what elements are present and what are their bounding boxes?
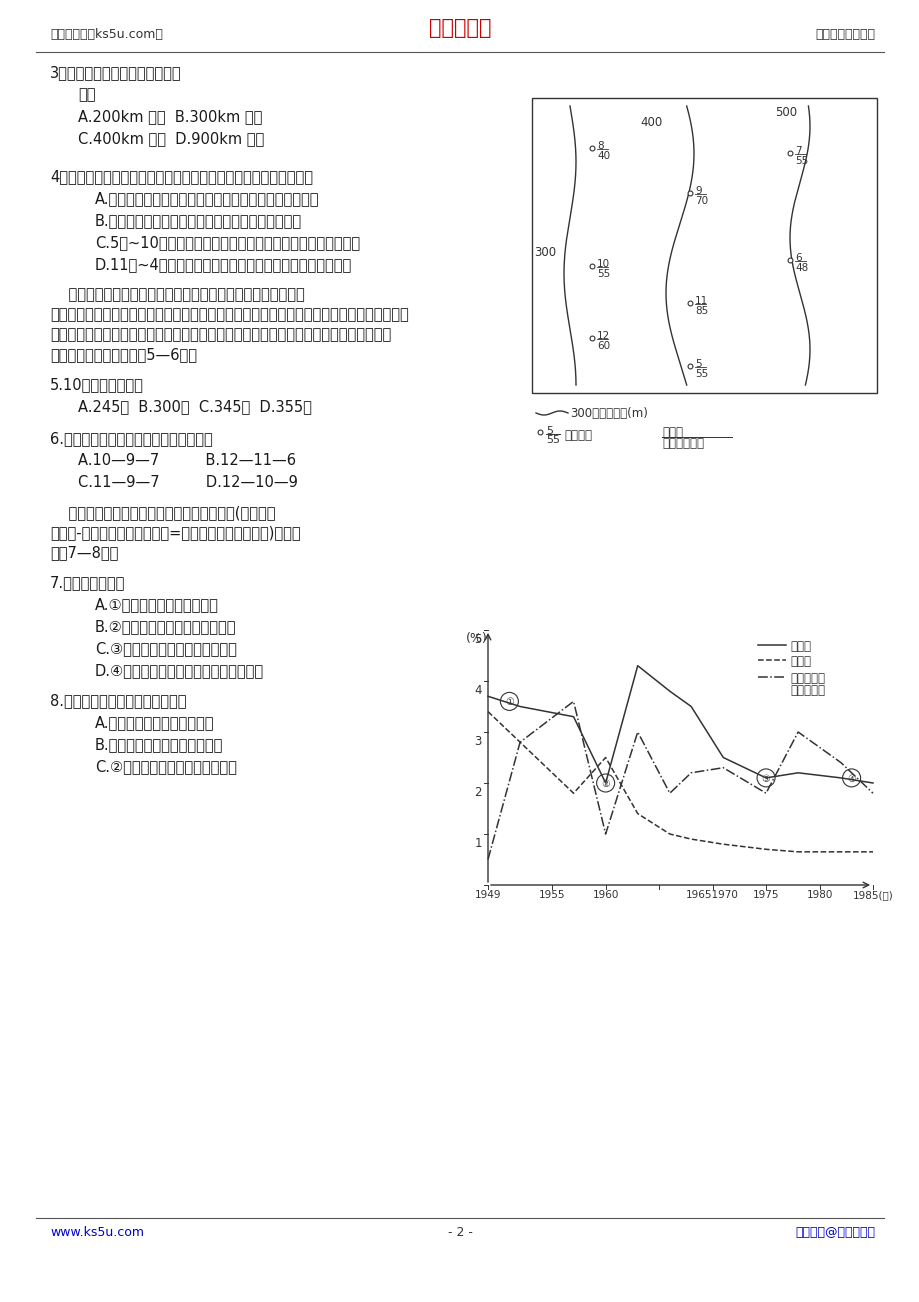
Text: 40: 40 bbox=[596, 151, 609, 161]
Text: 55: 55 bbox=[596, 270, 609, 279]
Text: 钻孔位置: 钻孔位置 bbox=[563, 428, 591, 441]
Text: ③: ③ bbox=[761, 773, 769, 784]
Text: 3．图中气温年较差最小处位于横: 3．图中气温年较差最小处位于横 bbox=[50, 65, 181, 79]
Text: 8: 8 bbox=[596, 141, 603, 151]
Text: B.西岸各月平均气温低于东岸主要是由于洋流的影响: B.西岸各月平均气温低于东岸主要是由于洋流的影响 bbox=[95, 214, 301, 228]
Text: 用等高线反映一特定岩层顶面起伏形态的构造图称为构造等高: 用等高线反映一特定岩层顶面起伏形态的构造图称为构造等高 bbox=[50, 286, 304, 302]
Text: A.西部自沿岸向内陆气温递减较快时由于大陆性明显增强: A.西部自沿岸向内陆气温递减较快时由于大陆性明显增强 bbox=[95, 191, 319, 206]
Text: 1975: 1975 bbox=[752, 891, 778, 900]
Text: ①: ① bbox=[505, 698, 513, 707]
Text: B.与城市化进程的速度呈正相关: B.与城市化进程的速度呈正相关 bbox=[95, 737, 223, 753]
Text: 85: 85 bbox=[694, 306, 708, 316]
Text: C.11—9—7          D.12—10—9: C.11—9—7 D.12—10—9 bbox=[78, 475, 298, 490]
Text: D.11月~4月西岸降水少于东岸，是由于西岸位于信风背风坡: D.11月~4月西岸降水少于东岸，是由于西岸位于信风背风坡 bbox=[95, 256, 352, 272]
Text: A.200km 附近  B.300km 附近: A.200km 附近 B.300km 附近 bbox=[78, 109, 262, 124]
Text: C.5月~10月东岸降水少于西岸，是由于东岸受副热带高压控制: C.5月~10月东岸降水少于西岸，是由于东岸受副热带高压控制 bbox=[95, 234, 359, 250]
Text: A.①时期人口自然增长率最低: A.①时期人口自然增长率最低 bbox=[95, 598, 219, 612]
Text: 4．该大陆在图示纬度带东、西两岸气温和降水特征及其主要成因是: 4．该大陆在图示纬度带东、西两岸气温和降水特征及其主要成因是 bbox=[50, 169, 312, 184]
Text: 1960: 1960 bbox=[592, 891, 618, 900]
Text: 6.该背斜构造脊线大致经过的孔的位置是: 6.该背斜构造脊线大致经过的孔的位置是 bbox=[50, 431, 212, 447]
Text: (%): (%) bbox=[466, 631, 487, 644]
Text: 高考资源网（ks5u.com）: 高考资源网（ks5u.com） bbox=[50, 29, 163, 40]
Text: 55: 55 bbox=[694, 368, 708, 379]
Text: A.10—9—7          B.12—11—6: A.10—9—7 B.12—11—6 bbox=[78, 453, 296, 467]
Text: 钻孔号: 钻孔号 bbox=[662, 426, 682, 439]
Text: 300地面等高线(m): 300地面等高线(m) bbox=[570, 408, 647, 421]
Text: C.400km 附近  D.900km 附近: C.400km 附近 D.900km 附近 bbox=[78, 132, 264, 146]
Text: 500: 500 bbox=[774, 105, 796, 118]
Text: 8.据此推断剩余社会劳动者增长率: 8.据此推断剩余社会劳动者增长率 bbox=[50, 693, 187, 708]
Text: 48: 48 bbox=[794, 263, 808, 273]
Text: www.ks5u.com: www.ks5u.com bbox=[50, 1226, 144, 1240]
Text: 7: 7 bbox=[794, 146, 800, 156]
Text: 12: 12 bbox=[596, 331, 609, 341]
Text: 版权所有@高考资源网: 版权所有@高考资源网 bbox=[794, 1226, 874, 1240]
Text: - 2 -: - 2 - bbox=[447, 1226, 472, 1240]
Text: C.②时期的变化是因国家政策调整: C.②时期的变化是因国家政策调整 bbox=[95, 759, 236, 773]
Text: 和一些层状矿床地勘探和开采中经常编绘的一重要图件。读某背斜构造岩层顶面标高（海: 和一些层状矿床地勘探和开采中经常编绘的一重要图件。读某背斜构造岩层顶面标高（海 bbox=[50, 327, 391, 342]
Text: 城镇社会劳: 城镇社会劳 bbox=[789, 672, 824, 685]
Text: 5.10孔的孔深可能是: 5.10孔的孔深可能是 bbox=[50, 378, 143, 392]
Text: 5: 5 bbox=[545, 426, 552, 436]
Text: 岩层顶面标高: 岩层顶面标高 bbox=[662, 437, 703, 450]
Text: 动者增长率: 动者增长率 bbox=[789, 684, 824, 697]
Text: 死亡率: 死亡率 bbox=[789, 655, 811, 668]
Text: 1: 1 bbox=[474, 837, 482, 850]
Text: 3: 3 bbox=[474, 736, 482, 749]
Text: 70: 70 bbox=[694, 197, 708, 206]
Text: 完成7—8题。: 完成7—8题。 bbox=[50, 546, 119, 560]
Text: ②: ② bbox=[601, 779, 609, 789]
Text: 下图表示我国上世纪后期中国人口变化情况(人口自然: 下图表示我国上世纪后期中国人口变化情况(人口自然 bbox=[50, 505, 275, 519]
Text: 拔高度）变化示意图完成5—6题。: 拔高度）变化示意图完成5—6题。 bbox=[50, 348, 197, 362]
Text: 11: 11 bbox=[694, 296, 708, 306]
Text: 线图。这种构造图定量地、醒目地反映了地下构造，特别是褶皱构造形态。这是油气田、煤田: 线图。这种构造图定量地、醒目地反映了地下构造，特别是褶皱构造形态。这是油气田、煤… bbox=[50, 307, 408, 322]
Text: 19651970: 19651970 bbox=[686, 891, 738, 900]
Text: 高考资源网: 高考资源网 bbox=[428, 18, 491, 38]
Text: C.③时期人口自然增长率增速最快: C.③时期人口自然增长率增速最快 bbox=[95, 641, 236, 656]
Text: 60: 60 bbox=[596, 341, 609, 352]
Bar bbox=[531, 98, 876, 393]
Text: 55: 55 bbox=[545, 435, 560, 445]
Text: 5: 5 bbox=[694, 359, 701, 368]
Text: B.②时期人口增长模式属于现代型: B.②时期人口增长模式属于现代型 bbox=[95, 618, 236, 634]
Text: 9: 9 bbox=[694, 186, 701, 197]
Text: 出生率: 出生率 bbox=[789, 641, 811, 654]
Text: 5: 5 bbox=[474, 633, 482, 646]
Text: 您身边的高考专家: 您身边的高考专家 bbox=[814, 29, 874, 40]
Text: 10: 10 bbox=[596, 259, 609, 270]
Text: 坐标: 坐标 bbox=[78, 87, 96, 102]
Text: 1949: 1949 bbox=[474, 891, 501, 900]
Text: D.④时期人口增长向低、低、低模式转变: D.④时期人口增长向低、低、低模式转变 bbox=[95, 663, 264, 678]
Text: 7.图中信息反映出: 7.图中信息反映出 bbox=[50, 575, 125, 590]
Text: 2: 2 bbox=[474, 786, 482, 799]
Text: 6: 6 bbox=[794, 253, 800, 263]
Text: 1985(年): 1985(年) bbox=[852, 891, 892, 900]
Text: ④: ④ bbox=[846, 773, 855, 784]
Text: 300: 300 bbox=[533, 246, 555, 259]
Text: 400: 400 bbox=[640, 116, 662, 129]
Text: 55: 55 bbox=[794, 156, 808, 165]
Text: 1980: 1980 bbox=[805, 891, 832, 900]
Text: A.与经济发展增长率呈正相关: A.与经济发展增长率呈正相关 bbox=[95, 715, 214, 730]
Text: 4: 4 bbox=[474, 684, 482, 697]
Text: 增长率-城镇社会劳动者增长率=剩余社会劳动者增长率)。读图: 增长率-城镇社会劳动者增长率=剩余社会劳动者增长率)。读图 bbox=[50, 525, 301, 540]
Text: A.245米  B.300米  C.345米  D.355米: A.245米 B.300米 C.345米 D.355米 bbox=[78, 398, 312, 414]
Text: 1955: 1955 bbox=[539, 891, 565, 900]
